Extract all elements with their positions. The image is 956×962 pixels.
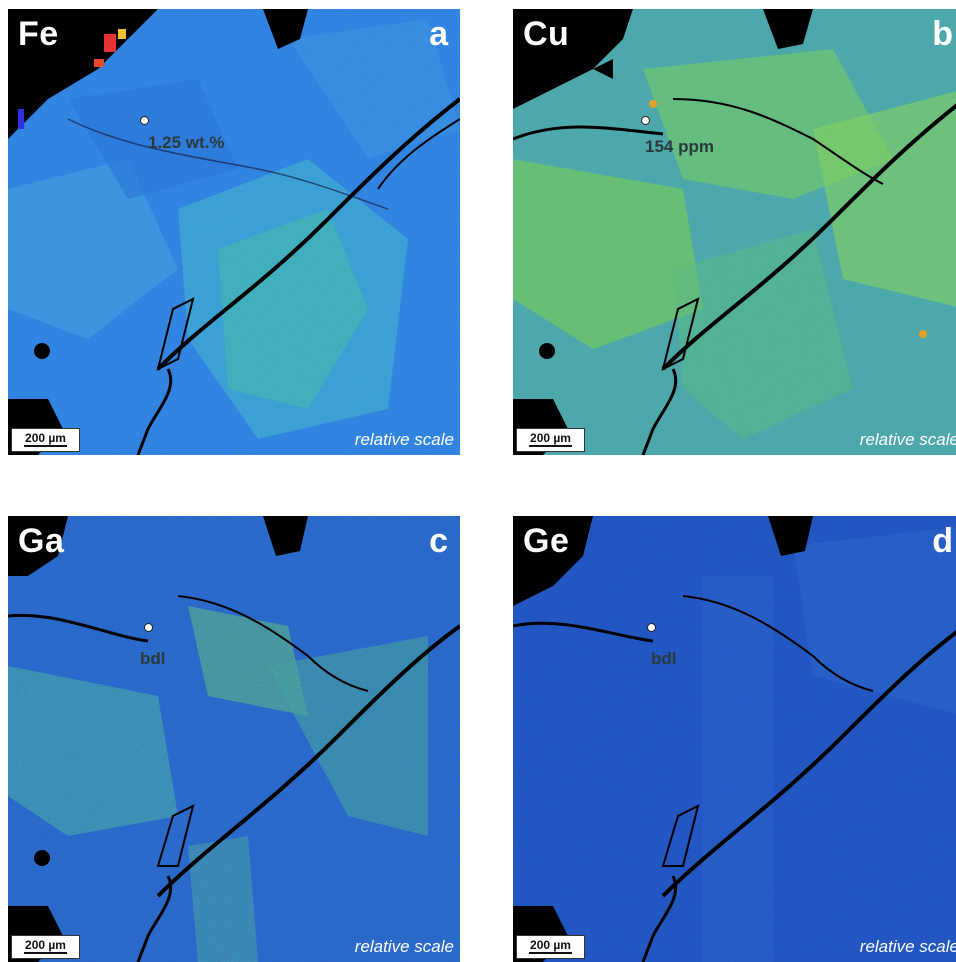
panel-letter: b [932,15,953,53]
analysis-spot [647,623,656,632]
analysis-spot [641,116,650,125]
map-panel-fe: Fe a 1.25 wt.% 200 µm relative scale [8,9,460,455]
ge-element-map [513,516,956,962]
scale-bar: 200 µm [516,935,585,959]
spot-value: bdl [651,649,677,668]
element-label: Fe [18,15,59,53]
scale-bar: 200 µm [11,935,80,959]
analysis-spot [140,116,149,125]
scale-bar: 200 µm [516,428,585,452]
spot-value: 1.25 wt.% [148,133,225,152]
spot-value: 154 ppm [645,137,714,156]
analysis-spot [144,623,153,632]
fe-element-map [8,9,460,455]
panel-letter: a [429,15,448,53]
relative-scale-note: relative scale [859,937,956,956]
spot-value: bdl [140,649,166,668]
relative-scale-note: relative scale [859,430,956,449]
panel-letter: c [429,522,448,560]
map-panel-cu: Cu b 154 ppm 200 µm relative scale [513,9,956,455]
element-label: Cu [523,15,570,53]
scale-bar: 200 µm [11,428,80,452]
panel-letter: d [932,522,953,560]
cu-element-map [513,9,956,455]
ga-element-map [8,516,460,962]
relative-scale-note: relative scale [354,937,454,956]
map-panel-ga: Ga c bdl 200 µm relative scale [8,516,460,962]
relative-scale-note: relative scale [354,430,454,449]
element-label: Ga [18,522,65,560]
map-panel-ge: Ge d bdl 200 µm relative scale [513,516,956,962]
element-label: Ge [523,522,570,560]
